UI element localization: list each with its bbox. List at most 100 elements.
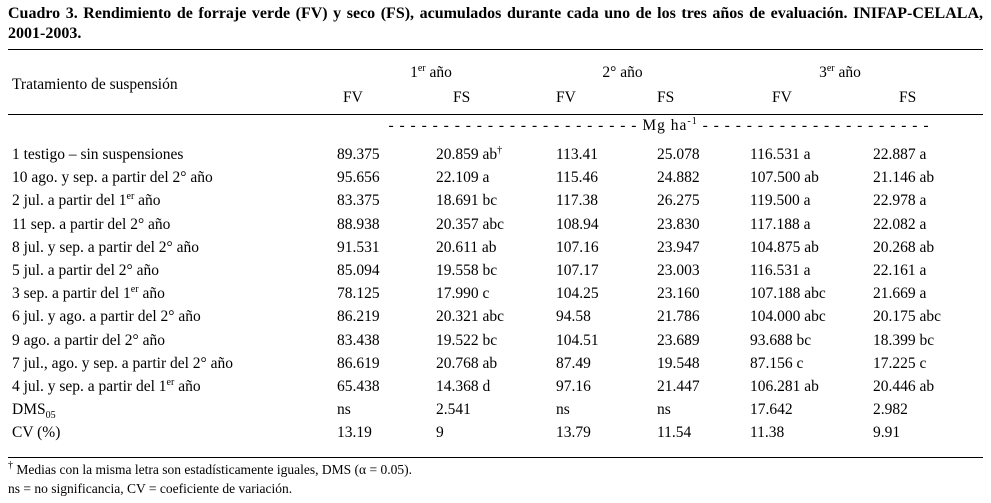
cell-value: 104.25	[556, 285, 599, 303]
table-cell: 119.500 a	[750, 192, 811, 210]
header-year-3: 3er año	[745, 64, 935, 82]
cell-value: 89.375	[337, 146, 380, 163]
cell-value: 22.887 a	[873, 146, 927, 163]
stat-cell: 2.541	[436, 401, 471, 419]
table-cell: 108.94	[556, 216, 599, 234]
treatment-label: 9 ago. a partir del 2° año	[12, 332, 165, 350]
cell-value: 19.522 bc	[436, 331, 498, 349]
table-cell: 95.656	[337, 169, 380, 187]
header-fs-2: FS	[657, 89, 675, 106]
table-cell: 14.368 d	[436, 378, 490, 396]
cell-value: 20.611 ab	[436, 238, 497, 256]
treatment-text: 3 sep. a partir del 1	[12, 285, 131, 303]
treatment-after: año	[138, 285, 165, 303]
stat-sub: 05	[45, 410, 56, 422]
table-cell: 20.268 ab	[873, 239, 934, 257]
cell-value: 24.882	[657, 169, 700, 187]
table-cell: 91.531	[337, 239, 380, 257]
table-cell: 20.446 ab	[873, 378, 934, 396]
cell-value: 19.558 bc	[436, 262, 498, 279]
units-exp: -1	[687, 116, 698, 127]
year-3-label: año	[834, 64, 861, 81]
treatment-after: año	[174, 378, 201, 395]
treatment-label: 7 jul., ago. y sep. a partir del 2° año	[12, 355, 233, 373]
table-cell: 20.768 ab	[436, 355, 497, 373]
cell-value: 25.078	[657, 146, 700, 163]
treatment-text: 9 ago. a partir del 2° año	[12, 331, 165, 349]
caption-label: Cuadro 3.	[8, 5, 78, 22]
stat-cell: 9.91	[873, 424, 901, 442]
cell-value: 87.49	[556, 354, 591, 372]
cell-value: 88.938	[337, 215, 380, 233]
header-rule	[8, 114, 983, 115]
table-cell: 107.500 ab	[750, 169, 819, 187]
table-cell: 85.094	[337, 262, 380, 280]
table-cell: 20.859 ab†	[436, 146, 502, 164]
treatment-label: 3 sep. a partir del 1er año	[12, 285, 165, 303]
table-cell: 113.41	[556, 146, 598, 164]
table-cell: 116.531 a	[750, 146, 811, 164]
footnote-1-mark: †	[8, 460, 13, 471]
cell-value: 22.161 a	[873, 262, 927, 279]
table-cell: 65.438	[337, 378, 380, 396]
cell-value: 86.219	[337, 308, 380, 326]
cell-value: 104.875 ab	[750, 238, 819, 256]
year-1-sup: er	[417, 63, 426, 74]
stat-text: CV (%)	[12, 424, 61, 442]
header-year-2: 2° año	[535, 64, 710, 82]
header-treatment: Tratamiento de suspensión	[12, 76, 178, 93]
cell-value: 83.375	[337, 192, 380, 210]
units-label: Mg ha-1	[642, 116, 698, 135]
cell-value: 20.321 abc	[436, 308, 505, 326]
header-fs-3: FS	[899, 89, 917, 106]
table-cell: 24.882	[657, 169, 700, 187]
table-cell: 106.281 ab	[750, 378, 819, 396]
header-year-1: 1er año	[336, 64, 526, 82]
table-cell: 21.786	[657, 308, 700, 326]
treatment-label: 1 testigo – sin suspensiones	[12, 146, 183, 164]
table-cell: 20.611 ab	[436, 239, 497, 257]
cell-value: 117.188 a	[750, 215, 811, 233]
cell-value: 17.225 c	[873, 354, 927, 372]
stat-cell: 11.38	[750, 424, 785, 442]
table-cell: 22.082 a	[873, 216, 926, 234]
stat-cell: ns	[337, 401, 351, 419]
cell-value: 23.003	[657, 262, 700, 279]
table-caption: Cuadro 3. Rendimiento de forraje verde (…	[8, 4, 983, 44]
cell-value: 87.156 c	[750, 354, 804, 372]
cell-value: 65.438	[337, 378, 380, 395]
cell-value: 116.531 a	[750, 146, 811, 163]
year-3-num: 3	[819, 64, 827, 81]
header-fv-2: FV	[556, 89, 576, 106]
table-cell: 23.830	[657, 216, 700, 234]
table-cell: 19.522 bc	[436, 332, 497, 350]
treatment-after: año	[134, 192, 161, 210]
cell-value: 22.082 a	[873, 215, 927, 233]
table-cell: 86.219	[337, 308, 380, 326]
treatment-text: 10 ago. y sep. a partir del 2° año	[12, 169, 213, 187]
year-1-num: 1	[410, 64, 418, 81]
table-cell: 115.46	[556, 169, 598, 187]
treatment-text: 11 sep. a partir del 2° año	[12, 215, 171, 233]
table-cell: 22.161 a	[873, 262, 926, 280]
footnote-2: ns = no significancia, CV = coeficiente …	[8, 481, 293, 496]
table-cell: 78.125	[337, 285, 380, 303]
cell-value: 20.357 abc	[436, 215, 505, 233]
cell-value: 21.447	[657, 378, 700, 395]
cell-value: 94.58	[556, 308, 591, 326]
treatment-text: 5 jul. a partir del 2° año	[12, 262, 159, 279]
treatment-text: 8 jul. y sep. a partir del 2° año	[12, 238, 199, 256]
cell-value: 23.830	[657, 215, 700, 233]
cell-value: 97.16	[556, 378, 591, 395]
cell-value: 23.947	[657, 238, 700, 256]
cell-value: 17.990 c	[436, 285, 490, 303]
cell-value: 116.531 a	[750, 262, 811, 279]
table-cell: 21.146 ab	[873, 169, 934, 187]
cell-value: 117.38	[556, 192, 599, 210]
cell-value: 14.368 d	[436, 378, 491, 395]
cell-value: 21.786	[657, 308, 700, 326]
caption-text: Rendimiento de forraje verde (FV) y seco…	[8, 5, 984, 42]
table-cell: 107.17	[556, 262, 599, 280]
cell-value: 104.000 abc	[750, 308, 826, 326]
cell-value: 22.109 a	[436, 169, 490, 187]
